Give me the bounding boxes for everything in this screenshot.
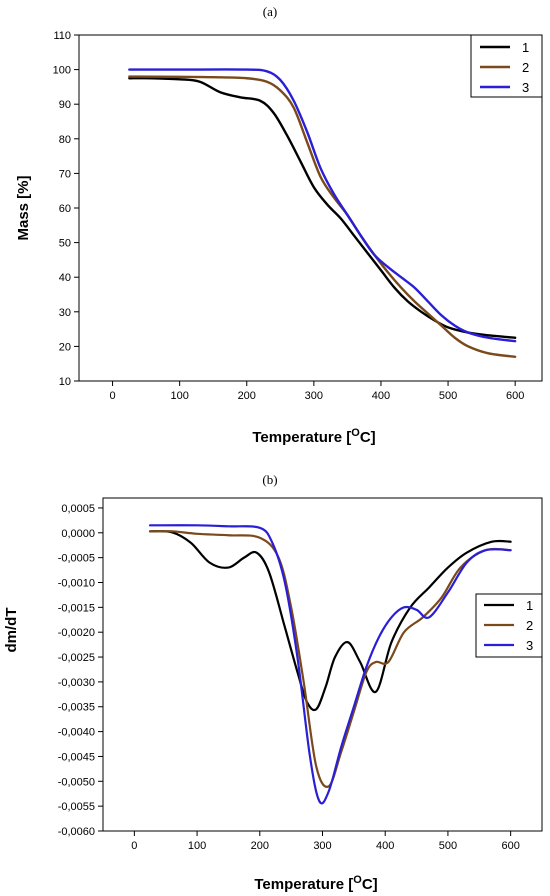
panel-a-y-tick-label: 10 bbox=[59, 376, 71, 388]
panel-b-y-tick-label: -0,0055 bbox=[58, 801, 95, 813]
panel-b-label: (b) bbox=[262, 472, 277, 487]
panel-a-y-tick-label: 90 bbox=[59, 99, 71, 111]
panel-b-x-title-sup: O bbox=[353, 874, 362, 886]
panel-b-y-tick-label: -0,0025 bbox=[58, 652, 95, 664]
panel-b-legend-label-3: 3 bbox=[526, 638, 533, 653]
panel-b-x-tick-label: 300 bbox=[313, 840, 331, 852]
panel-b-y-tick-label: -0,0040 bbox=[58, 727, 95, 739]
panel-b-series bbox=[148, 524, 512, 805]
panel-b-y-tick-label: -0,0050 bbox=[58, 776, 95, 788]
panel-b-legend-label-1: 1 bbox=[526, 598, 533, 613]
panel-a-mass-chart: (a) 0 100 200 300 400 500 600 10 20 30 40 50 60 70 80 9… bbox=[15, 4, 543, 446]
panel-a-x-tick-label: 200 bbox=[238, 390, 256, 402]
panel-b-series-3-line bbox=[148, 524, 512, 805]
panel-a-y-tick-label: 60 bbox=[59, 203, 71, 215]
panel-a-label: (a) bbox=[263, 4, 277, 19]
panel-b-y-tick-label: -0,0060 bbox=[58, 826, 95, 838]
panel-b-series-1-line bbox=[148, 530, 512, 712]
panel-a-y-tick-label: 70 bbox=[59, 168, 71, 180]
panel-a-y-tick-label: 20 bbox=[59, 341, 71, 353]
panel-b-axes: 0 100 200 300 400 500 600 0,0005 0,0000 -0,0005 -0… bbox=[58, 503, 520, 852]
panel-b-y-tick-label: -0,0015 bbox=[58, 602, 95, 614]
panel-a-y-tick-label: 80 bbox=[59, 134, 71, 146]
panel-a-series bbox=[128, 68, 517, 358]
panel-b-x-tick-label: 200 bbox=[251, 840, 269, 852]
panel-b-y-axis-title: dm/dT bbox=[3, 608, 20, 653]
panel-a-x-tick-label: 400 bbox=[372, 390, 390, 402]
panel-b-y-tick-label: -0,0010 bbox=[58, 577, 95, 589]
panel-b-legend: 1 2 3 bbox=[475, 593, 543, 658]
panel-a-y-tick-label: 30 bbox=[59, 307, 71, 319]
panel-a-y-tick-label: 100 bbox=[53, 65, 71, 77]
panel-b-y-tick-label: -0,0035 bbox=[58, 702, 95, 714]
panel-a-legend-label-3: 3 bbox=[522, 80, 529, 95]
panel-b-x-title-end: C] bbox=[362, 876, 378, 893]
panel-a-x-title-sup: O bbox=[351, 427, 360, 439]
panel-a-legend-label-1: 1 bbox=[522, 40, 529, 55]
panel-b-y-tick-label: 0,0005 bbox=[61, 503, 95, 515]
panel-b-x-tick-label: 600 bbox=[501, 840, 519, 852]
panel-a-x-tick-label: 100 bbox=[170, 390, 188, 402]
panel-a-series-1-line bbox=[128, 76, 517, 339]
panel-a-y-tick-label: 50 bbox=[59, 238, 71, 250]
panel-b-x-axis-title: Temperature [OC] bbox=[254, 874, 377, 893]
panel-a-x-tick-label: 500 bbox=[439, 390, 457, 402]
panel-b-y-tick-label: -0,0020 bbox=[58, 627, 95, 639]
panel-b-x-tick-label: 0 bbox=[131, 840, 137, 852]
panel-b-y-tick-label: -0,0045 bbox=[58, 751, 95, 763]
panel-a-x-tick-label: 600 bbox=[506, 390, 524, 402]
panel-a-x-tick-label: 300 bbox=[305, 390, 323, 402]
panel-a-legend: 1 2 3 bbox=[470, 34, 543, 98]
panel-a-y-tick-label: 40 bbox=[59, 272, 71, 284]
panel-b-x-tick-label: 500 bbox=[439, 840, 457, 852]
panel-b-legend-label-2: 2 bbox=[526, 618, 533, 633]
panel-a-x-title-main: Temperature [ bbox=[252, 429, 351, 446]
panel-b-y-tick-label: -0,0030 bbox=[58, 677, 95, 689]
panel-a-y-axis-title: Mass [%] bbox=[15, 175, 32, 240]
panel-a-x-axis-title: Temperature [OC] bbox=[252, 427, 375, 446]
panel-a-series-2-line bbox=[128, 75, 517, 358]
panel-b-series-2-line bbox=[148, 530, 512, 788]
panel-b-y-tick-label: -0,0005 bbox=[58, 553, 95, 565]
panel-a-series-3-line bbox=[128, 68, 517, 343]
panel-b-x-title-main: Temperature [ bbox=[254, 876, 353, 893]
panel-b-y-tick-label: 0,0000 bbox=[61, 528, 95, 540]
panel-b-x-tick-label: 400 bbox=[376, 840, 394, 852]
panel-b-dmdt-chart: (b) 0 100 200 300 400 500 600 0,0005 0,0000 -0,00… bbox=[3, 472, 543, 893]
panel-b-x-tick-label: 100 bbox=[188, 840, 206, 852]
panel-a-x-title-end: C] bbox=[360, 429, 376, 446]
panel-a-y-tick-label: 110 bbox=[53, 30, 71, 42]
panel-a-legend-label-2: 2 bbox=[522, 60, 529, 75]
panel-a-axes: 0 100 200 300 400 500 600 10 20 30 40 50 60 70 80 90 100… bbox=[53, 30, 525, 402]
panel-a-x-tick-label: 0 bbox=[109, 390, 115, 402]
